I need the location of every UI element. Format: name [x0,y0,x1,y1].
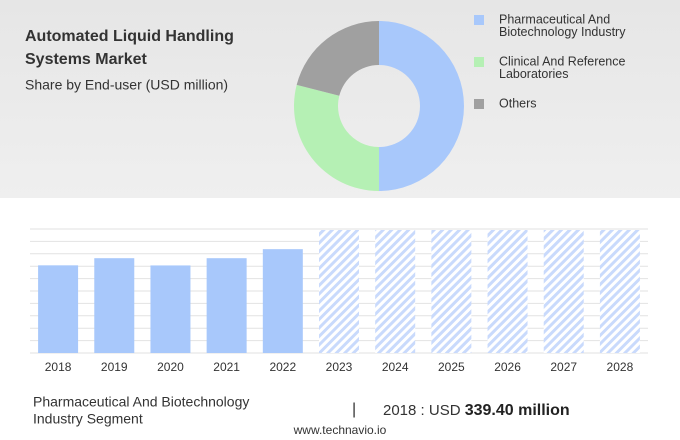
separator: | [352,401,356,418]
x-tick-label: 2026 [494,360,521,374]
source: www.technavio.io [293,423,387,437]
x-tick-label: 2027 [550,360,577,374]
forecast-bar [319,230,359,353]
bar [150,265,191,353]
segment: Industry Segment [33,411,143,427]
legend-label: Biotechnology Industry [499,25,626,39]
x-tick-label: 2020 [157,360,184,374]
donut-slice [379,21,464,191]
footer-value: 2018 : USD 339.40 million [383,402,570,419]
title: Automated Liquid Handling [25,28,234,45]
subtitle: Share by End-user (USD million) [25,77,228,93]
x-tick-label: 2022 [269,360,296,374]
segment: Pharmaceutical And Biotechnology [33,394,249,410]
title: Systems Market [25,51,148,68]
legend-label: Laboratories [499,67,569,81]
forecast-bar [487,230,528,353]
donut-slice [296,21,379,96]
x-tick-label: 2024 [382,360,409,374]
bar [206,258,247,353]
bar [38,265,79,353]
forecast-bar [431,230,472,353]
forecast-bar [543,230,584,353]
legend-swatch [474,57,484,67]
bar [94,258,135,353]
legend-label: Others [499,96,537,110]
bar [262,249,303,353]
x-tick-label: 2018 [45,360,72,374]
x-tick-label: 2023 [326,360,353,374]
legend-swatch [474,15,484,25]
value-label: 339.40 million [465,402,570,419]
forecast-bar [599,230,640,353]
year-label: 2018 : USD [383,402,461,419]
x-tick-label: 2025 [438,360,465,374]
x-tick-label: 2028 [607,360,634,374]
forecast-bar [375,230,416,353]
legend-swatch [474,99,484,109]
donut-slice [294,84,379,191]
legend-label: Pharmaceutical And [499,12,610,26]
x-tick-label: 2021 [213,360,240,374]
x-tick-label: 2019 [101,360,128,374]
legend-label: Clinical And Reference [499,54,626,68]
